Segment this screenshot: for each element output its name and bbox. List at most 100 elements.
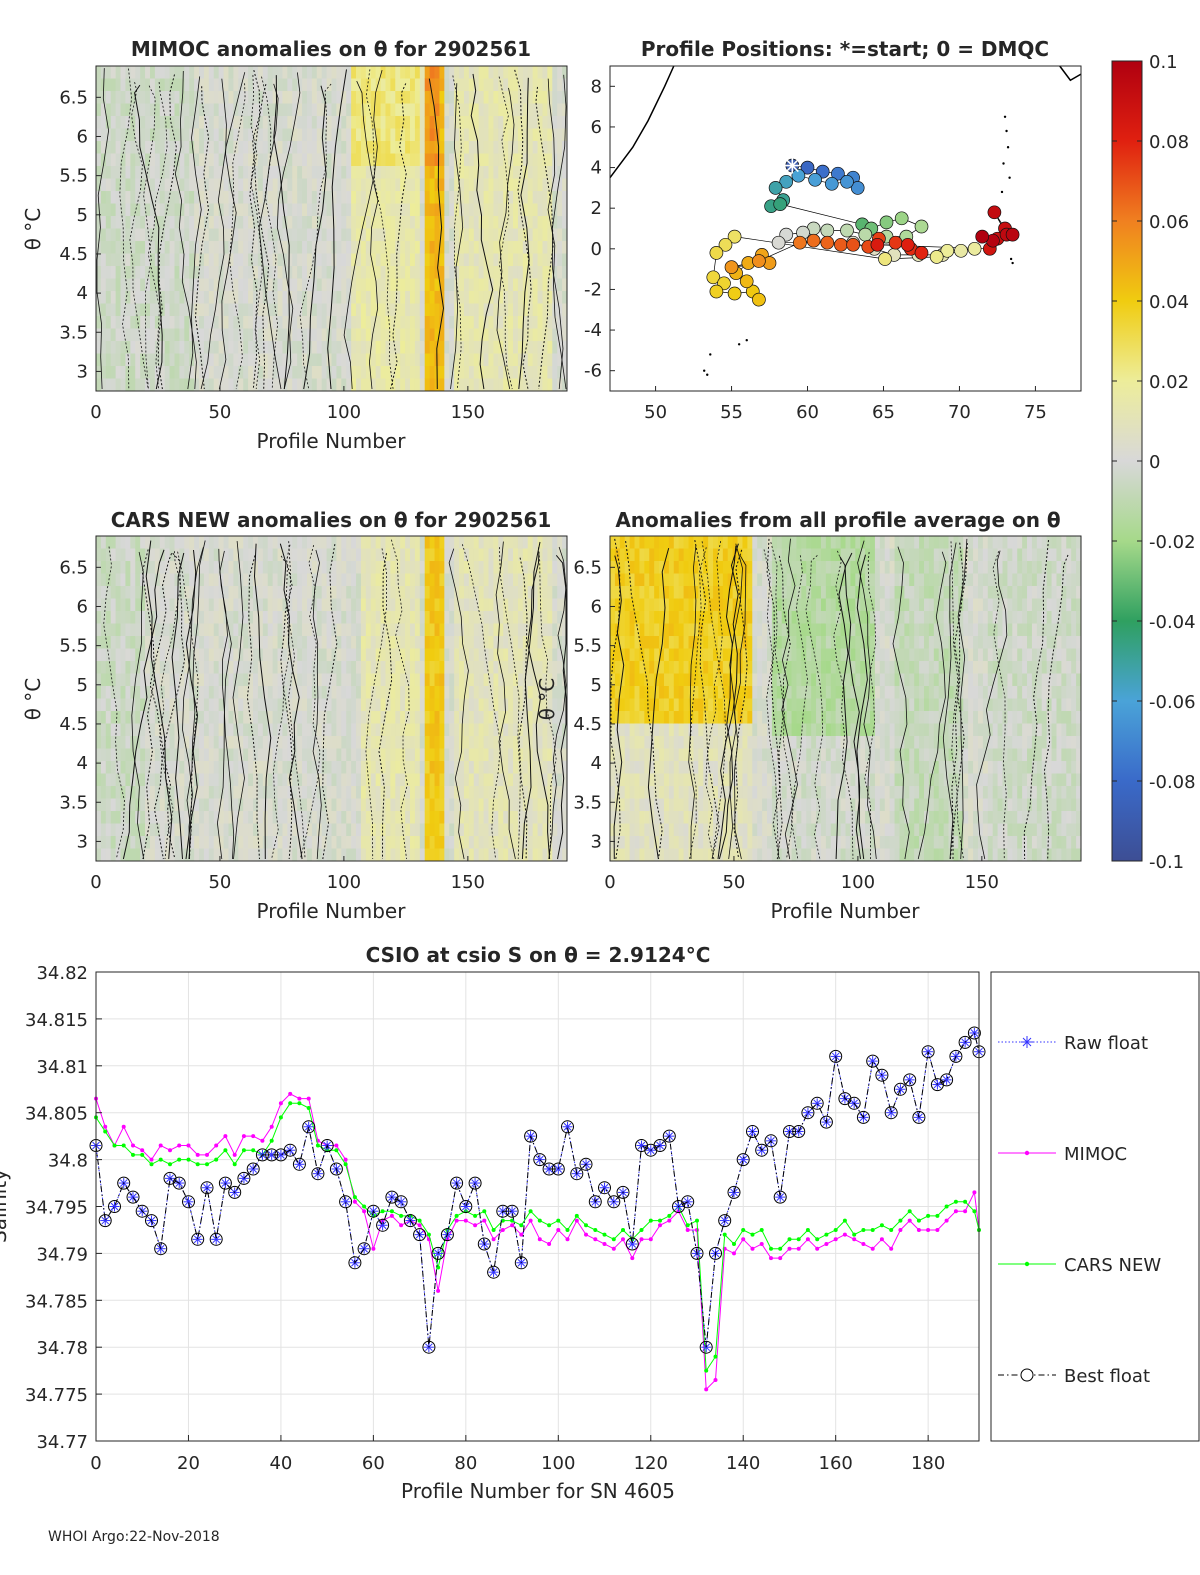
heatmap-cell (542, 128, 548, 142)
heatmap-cell (414, 278, 421, 292)
heatmap-cell (517, 848, 524, 862)
heatmap-cell (493, 661, 499, 674)
heatmap-cell (449, 191, 455, 204)
heatmap-cell (410, 66, 416, 79)
heatmap-cell (542, 66, 548, 79)
heatmap-cell (429, 203, 435, 217)
heatmap-cell (414, 748, 421, 762)
heatmap-cell (400, 723, 406, 737)
heatmap-cell (120, 103, 126, 117)
heatmap-cell (149, 316, 156, 329)
heatmap-cell (228, 328, 234, 342)
heatmap-cell (513, 611, 519, 624)
heatmap-cell (174, 78, 180, 92)
heatmap-cell (341, 216, 347, 229)
heatmap-cell (444, 203, 450, 217)
heatmap-cell (154, 798, 161, 812)
heatmap-cell (375, 698, 381, 712)
heatmap-cell (424, 548, 431, 562)
heatmap-cell (508, 536, 514, 549)
heatmap-cell (370, 66, 377, 79)
heatmap-cell (311, 241, 318, 254)
heatmap-cell (248, 203, 254, 217)
heatmap-cell (414, 623, 421, 637)
heatmap-cell (537, 203, 543, 217)
heatmap-cell (277, 103, 283, 117)
heatmap-cell (370, 811, 377, 824)
heatmap-cell (233, 266, 239, 279)
heatmap-cell (522, 773, 529, 787)
heatmap-cell (105, 141, 112, 154)
heatmap-cell (351, 128, 357, 142)
heatmap-cell (449, 78, 455, 92)
heatmap-cell (292, 278, 298, 292)
heatmap-cell (410, 761, 416, 774)
heatmap-cell (179, 203, 185, 217)
heatmap-cell (223, 648, 229, 662)
heatmap-cell (375, 548, 381, 562)
heatmap-cell (370, 328, 377, 342)
heatmap-cell (262, 66, 269, 79)
heatmap-cell (302, 278, 308, 292)
heatmap-cell (208, 241, 215, 254)
heatmap-cell (503, 328, 509, 342)
heatmap-cell (125, 278, 131, 292)
heatmap-cell (356, 316, 362, 329)
heatmap-cell (316, 378, 323, 392)
heatmap-cell (297, 586, 303, 599)
heatmap-cell (120, 761, 126, 774)
heatmap-cell (218, 103, 224, 117)
heatmap-cell (110, 78, 117, 92)
heatmap-cell (189, 291, 195, 304)
heatmap-cell (311, 823, 318, 837)
heatmap-cell (238, 623, 244, 637)
heatmap-cell (140, 178, 146, 192)
heatmap-cell (213, 586, 220, 599)
heatmap-cell (272, 316, 278, 329)
heatmap-cell (321, 661, 327, 674)
heatmap-cell (233, 91, 239, 104)
heatmap-cell (248, 586, 254, 599)
heatmap-cell (287, 103, 293, 117)
heatmap-cell (522, 661, 529, 674)
heatmap-cell (434, 536, 440, 549)
heatmap-cell (243, 116, 249, 129)
heatmap-cell (459, 811, 465, 824)
heatmap-cell (459, 823, 465, 837)
heatmap-cell (508, 128, 514, 142)
heatmap-cell (179, 78, 185, 92)
heatmap-cell (203, 153, 210, 167)
heatmap-cell (351, 353, 357, 367)
heatmap-cell (508, 166, 514, 179)
heatmap-cell (537, 216, 543, 229)
heatmap-cell (149, 241, 156, 254)
heatmap-cell (164, 811, 170, 824)
heatmap-cell (463, 316, 470, 329)
heatmap-cell (199, 611, 205, 624)
heatmap-cell (115, 203, 121, 217)
heatmap-cell (287, 723, 293, 737)
heatmap-cell (341, 241, 347, 254)
heatmap-cell (513, 636, 519, 649)
heatmap-cell (424, 823, 431, 837)
heatmap-cell (522, 141, 529, 154)
heatmap-cell (272, 153, 278, 167)
heatmap-cell (110, 661, 117, 674)
heatmap-cell (463, 328, 470, 342)
heatmap-cell (292, 66, 298, 79)
heatmap-cell (302, 216, 308, 229)
heatmap-cell (513, 328, 519, 342)
heatmap-cell (257, 203, 264, 217)
heatmap-cell (385, 241, 391, 254)
heatmap-cell (267, 216, 274, 229)
heatmap-cell (277, 736, 283, 749)
heatmap-cell (390, 786, 396, 799)
heatmap-cell (154, 698, 161, 712)
heatmap-cell (125, 736, 131, 749)
heatmap-cell (257, 698, 264, 712)
heatmap-cell (375, 278, 381, 292)
heatmap-cell (390, 561, 396, 574)
heatmap-cell (360, 536, 367, 549)
heatmap-cell (292, 178, 298, 192)
heatmap-cell (110, 191, 117, 204)
